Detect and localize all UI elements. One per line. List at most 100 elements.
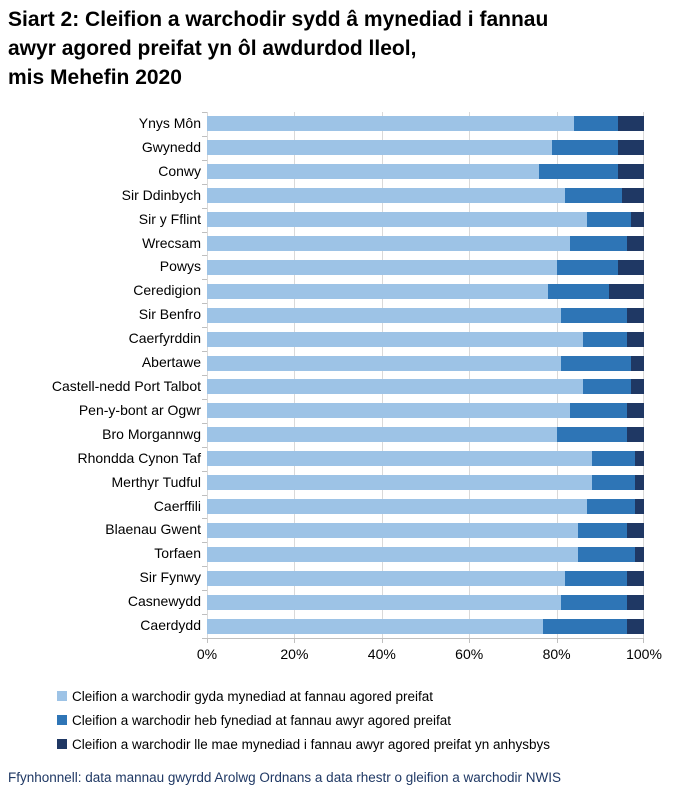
bar-segment-series2 [587, 499, 636, 514]
category-label: Conwy [158, 162, 201, 179]
stacked-bar [207, 331, 644, 347]
bar-segment-series1 [207, 427, 557, 443]
legend-label: Cleifion a warchodir lle mae mynediad i … [72, 736, 551, 752]
bar-segment-series3 [626, 403, 644, 419]
bar-segment-series1 [207, 116, 575, 132]
stacked-bar [207, 212, 644, 228]
legend-label: Cleifion a warchodir heb fynediad at fan… [72, 712, 451, 728]
bar-segment-series2 [582, 331, 627, 347]
bar-segment-series2 [591, 475, 636, 491]
bar-segment-series1 [207, 499, 588, 514]
bar-segment-series1 [207, 475, 592, 491]
bar-segment-series2 [569, 403, 627, 419]
stacked-bar [207, 307, 644, 323]
value-axis-label: 100% [626, 646, 662, 662]
source-note: Ffynhonnell: data mannau gwyrdd Arolwg O… [8, 770, 562, 785]
bar-segment-series3 [626, 331, 644, 347]
bar-segment-series2 [578, 522, 627, 538]
bar-segment-series1 [207, 236, 570, 251]
bar-segment-series2 [539, 164, 618, 180]
bar-segment-series2 [574, 116, 618, 132]
legend-item-series3: Cleifion a warchodir lle mae mynediad i … [57, 732, 550, 756]
bar-segment-series3 [622, 188, 644, 204]
category-label: Caerfyrddin [128, 330, 201, 347]
bar-segment-series2 [578, 546, 636, 562]
bar-segment-series3 [630, 355, 644, 371]
bar-segment-series3 [635, 451, 644, 467]
bar-segment-series1 [207, 618, 544, 634]
chart-title-line1: Siart 2: Cleifion a warchodir sydd â myn… [8, 8, 549, 31]
bar-segment-series1 [207, 188, 566, 204]
legend-item-series1: Cleifion a warchodir gyda mynediad at fa… [57, 684, 550, 708]
stacked-bar [207, 379, 644, 395]
bar-segment-series3 [626, 236, 644, 251]
category-label: Sir Benfro [138, 306, 201, 323]
category-tick [202, 471, 207, 472]
bar-segment-series3 [635, 475, 644, 491]
category-tick [202, 590, 207, 591]
value-axis-label: 60% [455, 646, 484, 662]
category-label: Sir y Fflint [138, 210, 201, 227]
value-axis: 0% 20% 40% 60% 80% 100% [197, 638, 662, 664]
bar-segment-series3 [626, 618, 644, 634]
category-tick [202, 495, 207, 496]
bar-segment-series1 [207, 594, 561, 610]
stacked-bar [207, 355, 644, 371]
stacked-bar [207, 451, 644, 467]
gridline-60 [469, 112, 471, 638]
bar-segment-series1 [207, 283, 548, 299]
category-tick [202, 184, 207, 185]
value-axis-label: 40% [367, 646, 396, 662]
bar-segment-series1 [207, 570, 566, 586]
category-tick [202, 303, 207, 304]
bar-segment-series2 [587, 212, 631, 228]
stacked-bar [207, 570, 644, 586]
category-label: Powys [159, 258, 201, 275]
stacked-bar [207, 140, 644, 156]
stacked-bar [207, 259, 644, 275]
gridline-40 [381, 112, 383, 638]
bar-segment-series3 [630, 212, 644, 228]
bar-segment-series1 [207, 403, 570, 419]
category-tick [202, 351, 207, 352]
bar-segment-series2 [560, 594, 627, 610]
stacked-bar [207, 522, 644, 538]
category-tick [202, 542, 207, 543]
category-tick [202, 327, 207, 328]
category-label: Bro Morgannwg [102, 425, 201, 442]
bar-segment-series2 [560, 355, 631, 371]
legend-label: Cleifion a warchodir gyda mynediad at fa… [72, 688, 433, 704]
bar-segment-series3 [626, 307, 644, 323]
stacked-bar [207, 236, 644, 251]
gridline-0 [207, 112, 208, 638]
bar-segment-series2 [582, 379, 631, 395]
category-label: Abertawe [141, 354, 201, 371]
value-axis-label: 0% [196, 646, 218, 662]
category-label: Castell-nedd Port Talbot [51, 378, 201, 394]
category-label: Blaenau Gwent [105, 521, 201, 538]
stacked-bar [207, 116, 644, 132]
bar-segment-series2 [569, 236, 627, 251]
category-tick [202, 423, 207, 424]
bar-segment-series2 [565, 570, 627, 586]
category-tick [202, 566, 207, 567]
legend-swatch-icon [57, 739, 67, 749]
category-tick [202, 112, 207, 113]
bar-segment-series2 [591, 451, 636, 467]
bar-segment-series1 [207, 546, 579, 562]
value-axis-label: 80% [542, 646, 571, 662]
value-axis-tick [643, 638, 644, 643]
bar-segment-series2 [556, 259, 618, 275]
stacked-bar [207, 427, 644, 443]
bar-segment-series3 [626, 522, 644, 538]
category-tick [202, 399, 207, 400]
bar-segment-series3 [617, 164, 644, 180]
stacked-bar [207, 594, 644, 610]
bar-segment-series3 [635, 499, 644, 514]
category-tick [202, 614, 207, 615]
stacked-bar [207, 475, 644, 491]
legend-swatch-icon [57, 715, 67, 725]
chart-title-line2: awyr agored preifat yn ôl awdurdod lleol… [8, 37, 417, 60]
category-label: Pen-y-bont ar Ogwr [78, 401, 201, 418]
